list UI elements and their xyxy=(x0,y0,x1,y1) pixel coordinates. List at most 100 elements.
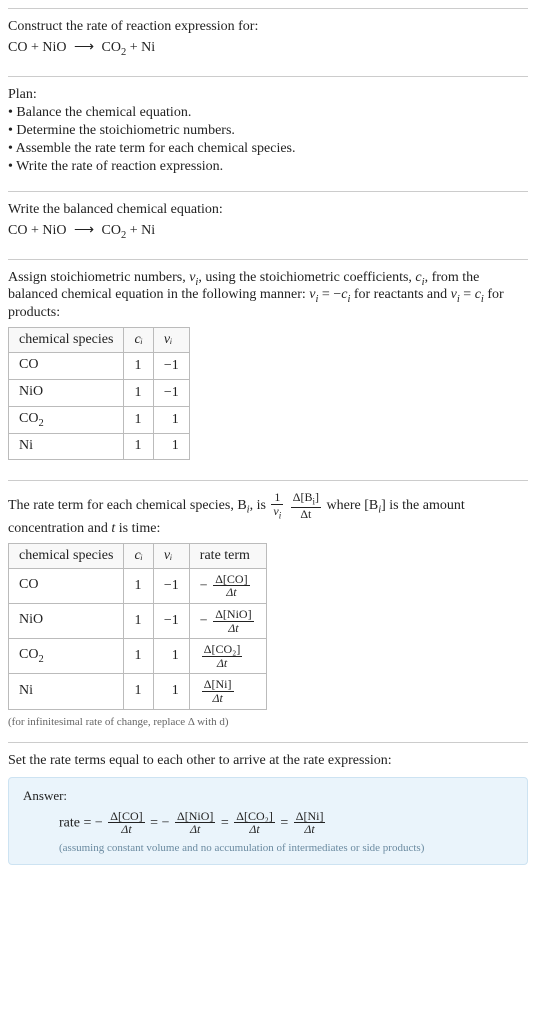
equals: = xyxy=(221,815,232,830)
text: νᵢ xyxy=(164,548,172,563)
section-balanced: Write the balanced chemical equation: CO… xyxy=(8,191,528,259)
col-rate-term: rate term xyxy=(189,543,266,568)
text: Δt xyxy=(212,691,222,705)
eq-rhs-b: + Ni xyxy=(126,223,155,238)
text: for reactants and xyxy=(350,287,450,302)
table-row: CO2 1 1 xyxy=(9,406,190,433)
frac: Δ[CO]Δt xyxy=(213,573,249,599)
stoich-text: Assign stoichiometric numbers, νi, using… xyxy=(8,270,528,322)
text: CO xyxy=(19,577,38,592)
frac-num: Δ[Ni] xyxy=(202,678,234,692)
plan-heading: Plan: xyxy=(8,87,528,103)
rate-note: (for infinitesimal rate of change, repla… xyxy=(8,716,528,728)
arrow-icon: ⟶ xyxy=(74,39,94,56)
text: Δt xyxy=(190,822,200,836)
rate-prefix: rate = xyxy=(59,815,95,830)
frac-den: Δt xyxy=(202,692,234,705)
cell-rate-term: Δ[CO₂]Δt xyxy=(189,639,266,674)
rel2-mid: = xyxy=(460,287,475,302)
section-intro: Construct the rate of reaction expressio… xyxy=(8,8,528,76)
frac-one-over-nu: 1 νi xyxy=(271,491,283,520)
cell-species: Ni xyxy=(9,674,124,709)
eq-lhs: CO + NiO xyxy=(8,223,66,238)
eq-lhs: CO + NiO xyxy=(8,40,66,55)
table-header-row: chemical species cᵢ νᵢ rate term xyxy=(9,543,267,568)
balanced-equation: CO + NiO ⟶ CO2 + Ni xyxy=(8,222,528,241)
frac-num: Δ[CO₂] xyxy=(234,810,275,824)
eq-rhs-b: + Ni xyxy=(126,40,155,55)
text: , using the stoichiometric coefficients, xyxy=(198,270,415,285)
plan-bullet: • Assemble the rate term for each chemic… xyxy=(8,141,528,157)
frac: Δ[CO₂]Δt xyxy=(234,810,275,836)
cell-nu: 1 xyxy=(153,674,189,709)
cell-c: 1 xyxy=(124,406,153,433)
frac: Δ[NiO]Δt xyxy=(175,810,215,836)
frac: Δ[CO]Δt xyxy=(108,810,144,836)
text: CO xyxy=(19,411,38,426)
cell-nu: 1 xyxy=(153,639,189,674)
plan-bullet: • Balance the chemical equation. xyxy=(8,105,528,121)
frac-num: Δ[CO₂] xyxy=(202,643,243,657)
col-nui: νᵢ xyxy=(153,543,189,568)
cell-c: 1 xyxy=(124,639,153,674)
eq-rhs-a: CO xyxy=(102,223,121,238)
text: Δt xyxy=(249,822,259,836)
intro-equation: CO + NiO ⟶ CO2 + Ni xyxy=(8,39,528,58)
plan-bullet: • Write the rate of reaction expression. xyxy=(8,159,528,175)
frac-den: Δt xyxy=(175,823,215,836)
text: where [B xyxy=(327,498,379,513)
sign: − xyxy=(162,815,170,830)
equals: = xyxy=(150,815,161,830)
arrow-icon: ⟶ xyxy=(74,222,94,239)
col-species: chemical species xyxy=(9,543,124,568)
text: NiO xyxy=(19,612,43,627)
cell-nu: 1 xyxy=(153,433,189,460)
text: νᵢ xyxy=(164,332,172,347)
frac-num: Δ[NiO] xyxy=(175,810,215,824)
table-row: Ni 1 1 xyxy=(9,433,190,460)
col-ci: cᵢ xyxy=(124,543,153,568)
cell-nu: −1 xyxy=(153,603,189,638)
cell-nu: −1 xyxy=(153,353,189,380)
cell-species: Ni xyxy=(9,433,124,460)
table-row: Ni 1 1 Δ[Ni]Δt xyxy=(9,674,267,709)
stoich-table: chemical species cᵢ νᵢ CO 1 −1 NiO 1 −1 … xyxy=(8,327,190,460)
frac: Δ[NiO]Δt xyxy=(213,608,253,634)
cell-species: CO2 xyxy=(9,639,124,674)
sign: − xyxy=(200,613,208,628)
section-rate-terms: The rate term for each chemical species,… xyxy=(8,480,528,741)
text: Ni xyxy=(19,683,33,698)
frac: Δ[CO₂]Δt xyxy=(202,643,243,669)
frac-num: Δ[NiO] xyxy=(213,608,253,622)
cell-species: CO xyxy=(9,353,124,380)
answer-box: Answer: rate = − Δ[CO]Δt = − Δ[NiO]Δt = … xyxy=(8,777,528,865)
cell-rate-term: − Δ[NiO]Δt xyxy=(189,603,266,638)
text: cᵢ xyxy=(134,332,142,347)
col-ci: cᵢ xyxy=(124,328,153,353)
cell-c: 1 xyxy=(124,433,153,460)
cell-species: NiO xyxy=(9,603,124,638)
table-row: NiO 1 −1 − Δ[NiO]Δt xyxy=(9,603,267,638)
frac-den: Δt xyxy=(213,586,249,599)
frac-num: 1 xyxy=(271,491,283,505)
cell-species: CO2 xyxy=(9,406,124,433)
text: Δt xyxy=(121,822,131,836)
rate-table: chemical species cᵢ νᵢ rate term CO 1 −1… xyxy=(8,543,267,710)
text: 2 xyxy=(38,654,43,665)
answer-equation: rate = − Δ[CO]Δt = − Δ[NiO]Δt = Δ[CO₂]Δt… xyxy=(59,810,513,836)
cell-rate-term: Δ[Ni]Δt xyxy=(189,674,266,709)
answer-label: Answer: xyxy=(23,788,513,804)
cell-nu: −1 xyxy=(153,379,189,406)
frac: Δ[Ni]Δt xyxy=(294,810,326,836)
text: The rate term for each chemical species,… xyxy=(8,498,247,513)
frac-dB-dt: Δ[Bi] Δt xyxy=(291,491,321,520)
answer-note: (assuming constant volume and no accumul… xyxy=(59,842,513,854)
text: , is xyxy=(250,498,270,513)
balanced-text: Write the balanced chemical equation: xyxy=(8,202,528,218)
text: ] xyxy=(315,490,319,504)
cell-c: 1 xyxy=(124,379,153,406)
frac-den: Δt xyxy=(108,823,144,836)
text: Assign stoichiometric numbers, xyxy=(8,270,189,285)
text: CO xyxy=(19,357,38,372)
cell-c: 1 xyxy=(124,603,153,638)
